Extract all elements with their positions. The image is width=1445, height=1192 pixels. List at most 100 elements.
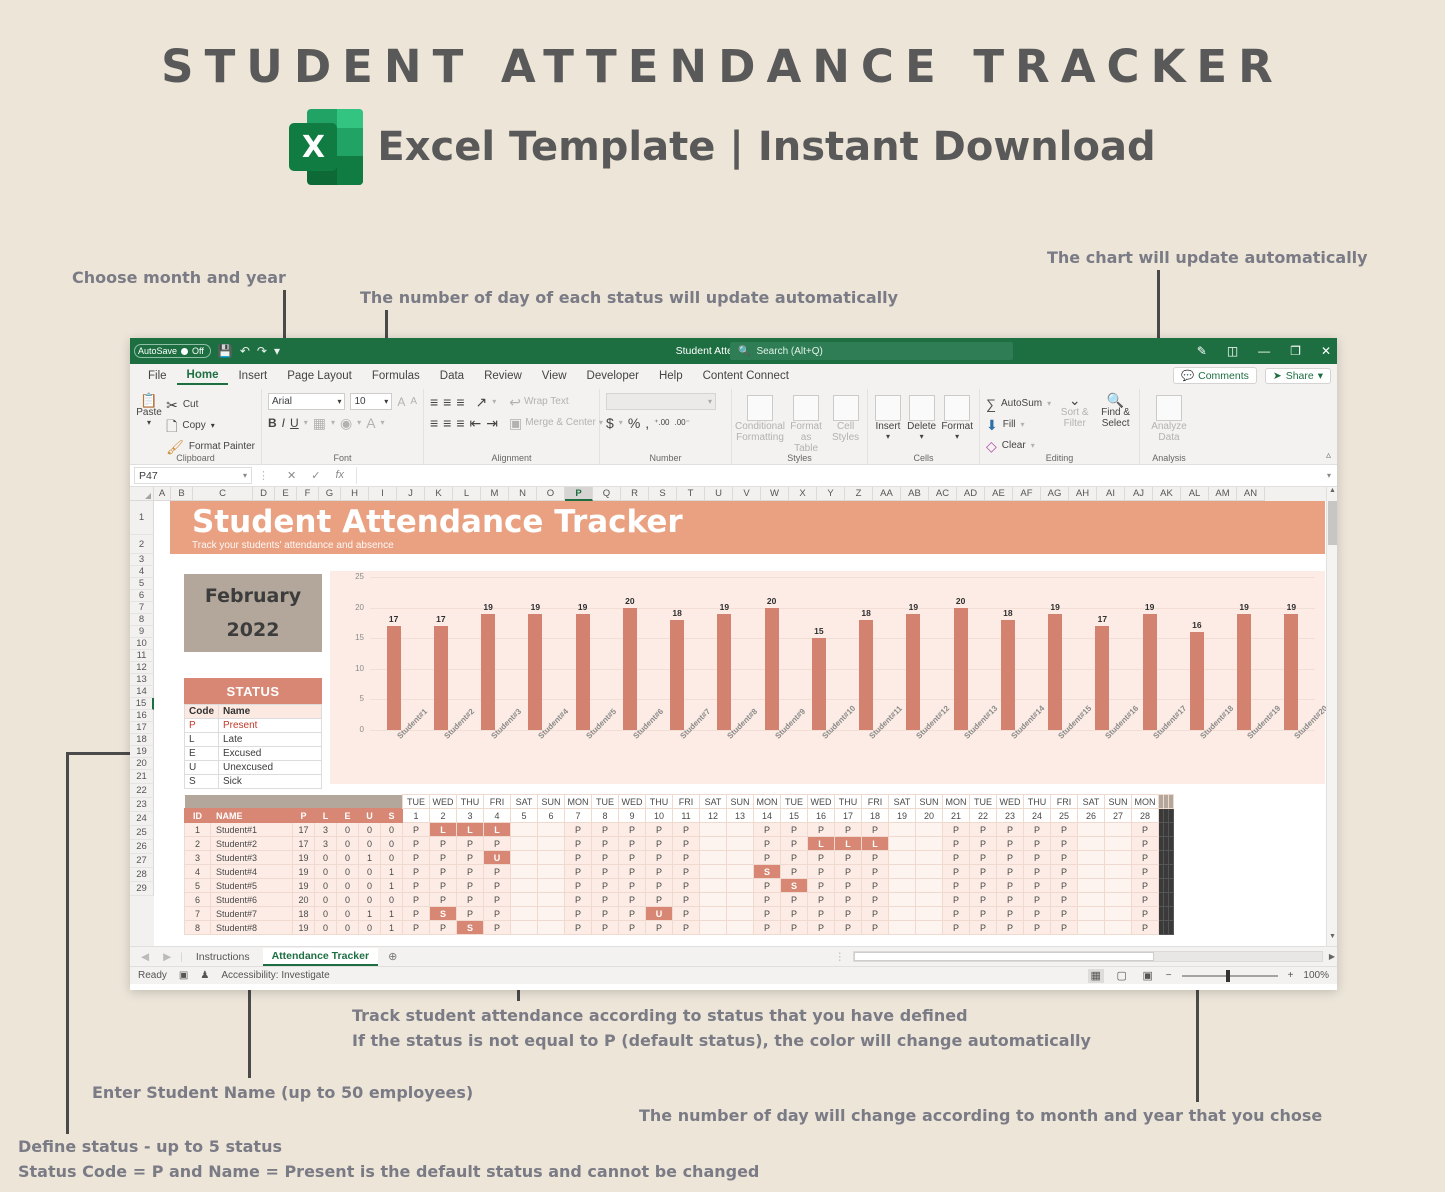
column-header-ae[interactable]: AE xyxy=(985,487,1013,501)
cell-day-status[interactable]: P xyxy=(753,850,781,865)
cell-day-status[interactable]: P xyxy=(780,892,808,907)
cell-day-status[interactable]: P xyxy=(834,892,862,907)
cell-day-status[interactable] xyxy=(726,920,754,935)
normal-view-icon[interactable]: ▦ xyxy=(1087,968,1104,983)
cell-day-status[interactable] xyxy=(726,906,754,921)
cell-day-status[interactable]: P xyxy=(1023,850,1051,865)
horizontal-scroll-thumb[interactable] xyxy=(854,952,1154,961)
cell-id[interactable]: 3 xyxy=(184,850,211,865)
cell-count-s[interactable]: 1 xyxy=(380,906,403,921)
underline-button[interactable]: U xyxy=(290,415,299,430)
cell-count-p[interactable]: 19 xyxy=(292,864,315,879)
row-header-6[interactable]: 6 xyxy=(130,590,154,602)
save-icon[interactable]: 💾 xyxy=(217,344,233,358)
cell-day-status[interactable]: P xyxy=(672,906,700,921)
row-header-13[interactable]: 13 xyxy=(130,674,154,686)
column-header-ab[interactable]: AB xyxy=(901,487,929,501)
chart-bar[interactable] xyxy=(481,613,496,730)
font-color-icon[interactable]: A xyxy=(366,414,376,431)
cell-day-status[interactable] xyxy=(888,906,916,921)
table-row[interactable]: 2 Student#2 17 3 0 0 0 P P P P P P P P P P P L L L P P P P P P xyxy=(184,836,1174,851)
row-header-21[interactable]: 21 xyxy=(130,770,154,784)
cell-id[interactable]: 2 xyxy=(184,836,211,851)
orientation-icon[interactable]: ↗ xyxy=(475,393,488,410)
cell-day-status[interactable]: P xyxy=(861,822,889,837)
cell-day-status[interactable] xyxy=(888,920,916,935)
cell-day-status[interactable]: P xyxy=(1050,822,1078,837)
cell-day-status[interactable] xyxy=(537,920,565,935)
sort-filter-button[interactable]: ⌄ Sort & Filter xyxy=(1059,391,1090,456)
cell-day-status[interactable]: P xyxy=(591,892,619,907)
scroll-up-icon[interactable]: ▲ xyxy=(1327,487,1337,500)
fx-icon[interactable]: fx xyxy=(335,469,344,481)
search-input[interactable]: 🔍 Search (Alt+Q) xyxy=(730,342,1013,360)
cell-day-status[interactable] xyxy=(699,836,727,851)
cell-day-status[interactable]: P xyxy=(942,864,970,879)
cell-day-status[interactable]: P xyxy=(456,878,484,893)
cell-day-status[interactable]: P xyxy=(1023,906,1051,921)
cell-id[interactable]: 1 xyxy=(184,822,211,837)
tab-insert[interactable]: Insert xyxy=(238,369,268,382)
cell-day-status[interactable]: L xyxy=(807,836,835,851)
row-header-26[interactable]: 26 xyxy=(130,840,154,854)
cell-day-status[interactable] xyxy=(726,878,754,893)
cell-day-status[interactable]: P xyxy=(429,920,457,935)
cell-day-status[interactable] xyxy=(726,850,754,865)
cell-day-status[interactable]: P xyxy=(483,892,511,907)
cell-day-status[interactable] xyxy=(888,850,916,865)
cell-day-status[interactable]: P xyxy=(402,836,430,851)
chart-bar[interactable] xyxy=(670,619,685,730)
number-format-select[interactable]: ▾ xyxy=(606,393,716,410)
cell-day-status[interactable]: P xyxy=(618,878,646,893)
cell-day-status[interactable]: P xyxy=(645,836,673,851)
currency-icon[interactable]: $ xyxy=(606,414,614,431)
cell-empty[interactable] xyxy=(1168,878,1174,893)
cell-count-u[interactable]: 0 xyxy=(358,836,381,851)
copy-button[interactable]: 🗋 Copy ▾ xyxy=(166,415,255,436)
column-header-ah[interactable]: AH xyxy=(1069,487,1097,501)
next-sheet-icon[interactable]: ▶ xyxy=(163,950,172,963)
tab-data[interactable]: Data xyxy=(439,369,465,382)
cell-day-status[interactable] xyxy=(699,864,727,879)
cell-day-status[interactable]: P xyxy=(969,892,997,907)
cell-day-status[interactable]: P xyxy=(834,850,862,865)
comments-button[interactable]: 💬 Comments xyxy=(1173,367,1257,384)
merge-center-button[interactable]: ▣ Merge & Center ▾ xyxy=(509,416,603,430)
cell-day-status[interactable]: P xyxy=(834,920,862,935)
cell-day-status[interactable] xyxy=(1077,864,1105,879)
cell-day-status[interactable]: P xyxy=(618,906,646,921)
cell-day-status[interactable]: P xyxy=(591,836,619,851)
cell-day-status[interactable] xyxy=(510,822,538,837)
cell-count-p[interactable]: 19 xyxy=(292,850,315,865)
scroll-right-icon[interactable]: ▶ xyxy=(1328,952,1335,961)
cell-day-status[interactable]: P xyxy=(753,920,781,935)
sheet-tab-attendance-tracker[interactable]: Attendance Tracker xyxy=(262,947,379,966)
cell-count-l[interactable]: 0 xyxy=(314,850,337,865)
cell-id[interactable]: 5 xyxy=(184,878,211,893)
cell-day-status[interactable]: P xyxy=(402,892,430,907)
cell-day-status[interactable]: S xyxy=(456,920,484,935)
cell-day-status[interactable] xyxy=(1104,906,1132,921)
cell-day-status[interactable]: P xyxy=(645,892,673,907)
cell-day-status[interactable] xyxy=(1104,850,1132,865)
column-header-r[interactable]: R xyxy=(621,487,649,501)
column-header-z[interactable]: Z xyxy=(845,487,873,501)
cell-day-status[interactable] xyxy=(510,920,538,935)
pen-icon[interactable]: ✎ xyxy=(1196,344,1207,358)
row-header-20[interactable]: 20 xyxy=(130,758,154,770)
month-value[interactable]: February xyxy=(204,585,302,607)
analyze-data-button[interactable]: Analyze Data xyxy=(1146,391,1192,443)
cell-day-status[interactable]: P xyxy=(1131,864,1159,879)
close-button[interactable]: ✕ xyxy=(1320,344,1331,358)
chart-bar[interactable] xyxy=(1237,613,1252,730)
cell-day-status[interactable] xyxy=(537,878,565,893)
align-bottom-icon[interactable]: ≡ xyxy=(456,393,465,410)
column-header-y[interactable]: Y xyxy=(817,487,845,501)
cell-day-status[interactable]: P xyxy=(969,920,997,935)
orientation-chevron-down-icon[interactable]: ▾ xyxy=(492,397,497,406)
chart-bar[interactable] xyxy=(1048,613,1063,730)
column-header-v[interactable]: V xyxy=(733,487,761,501)
cell-day-status[interactable] xyxy=(699,892,727,907)
cell-count-p[interactable]: 20 xyxy=(292,892,315,907)
row-header-22[interactable]: 22 xyxy=(130,784,154,798)
